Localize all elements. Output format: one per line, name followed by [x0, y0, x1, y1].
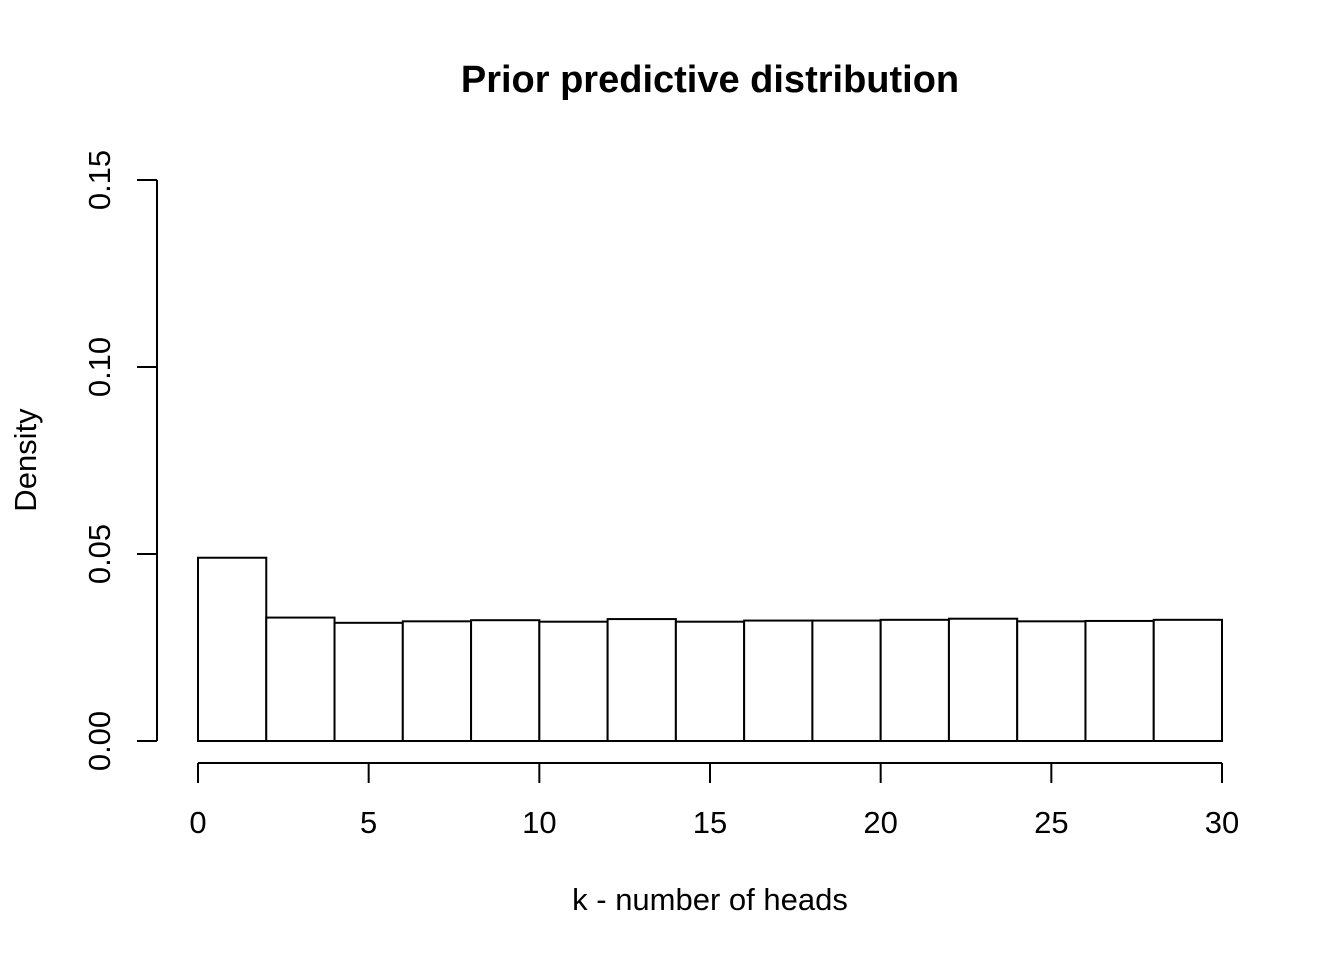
y-axis: 0.00 0.05 0.10 0.15	[82, 150, 158, 771]
histogram-bar-14	[1152, 618, 1223, 742]
x-tick-label: 30	[1205, 805, 1239, 840]
y-tick-label: 0.05	[82, 524, 117, 584]
histogram-bar-2	[333, 621, 404, 742]
histogram-bar-11	[947, 617, 1019, 743]
x-axis-label: k - number of heads	[572, 882, 848, 917]
histogram-bar-6	[606, 618, 677, 742]
bars-layer	[197, 556, 1223, 743]
histogram-bar-10	[879, 618, 950, 742]
x-tick-label: 20	[863, 805, 897, 840]
x-tick-label: 15	[693, 805, 727, 840]
y-tick-label: 0.10	[82, 337, 117, 397]
y-tick-label: 0.00	[82, 711, 117, 771]
histogram-bar-8	[743, 619, 814, 743]
chart-title: Prior predictive distribution	[461, 59, 959, 101]
histogram-bar-0	[197, 556, 268, 742]
histogram-bar-12	[1016, 620, 1087, 743]
y-axis-label: Density	[8, 408, 43, 512]
histogram-bar-7	[674, 620, 746, 742]
x-tick-label: 25	[1034, 805, 1068, 840]
x-axis: 0 5 10 15 20 25 30	[189, 762, 1239, 840]
histogram-bar-1	[265, 616, 336, 743]
histogram-bar-9	[811, 619, 882, 743]
histogram-bar-4	[470, 619, 541, 742]
x-tick-label: 0	[189, 805, 206, 840]
x-tick-label: 10	[522, 805, 556, 840]
y-tick-label: 0.15	[82, 150, 117, 210]
histogram-bar-13	[1084, 619, 1155, 742]
histogram-bar-3	[401, 620, 473, 743]
histogram-bar-5	[538, 620, 609, 742]
x-tick-label: 5	[360, 805, 377, 840]
